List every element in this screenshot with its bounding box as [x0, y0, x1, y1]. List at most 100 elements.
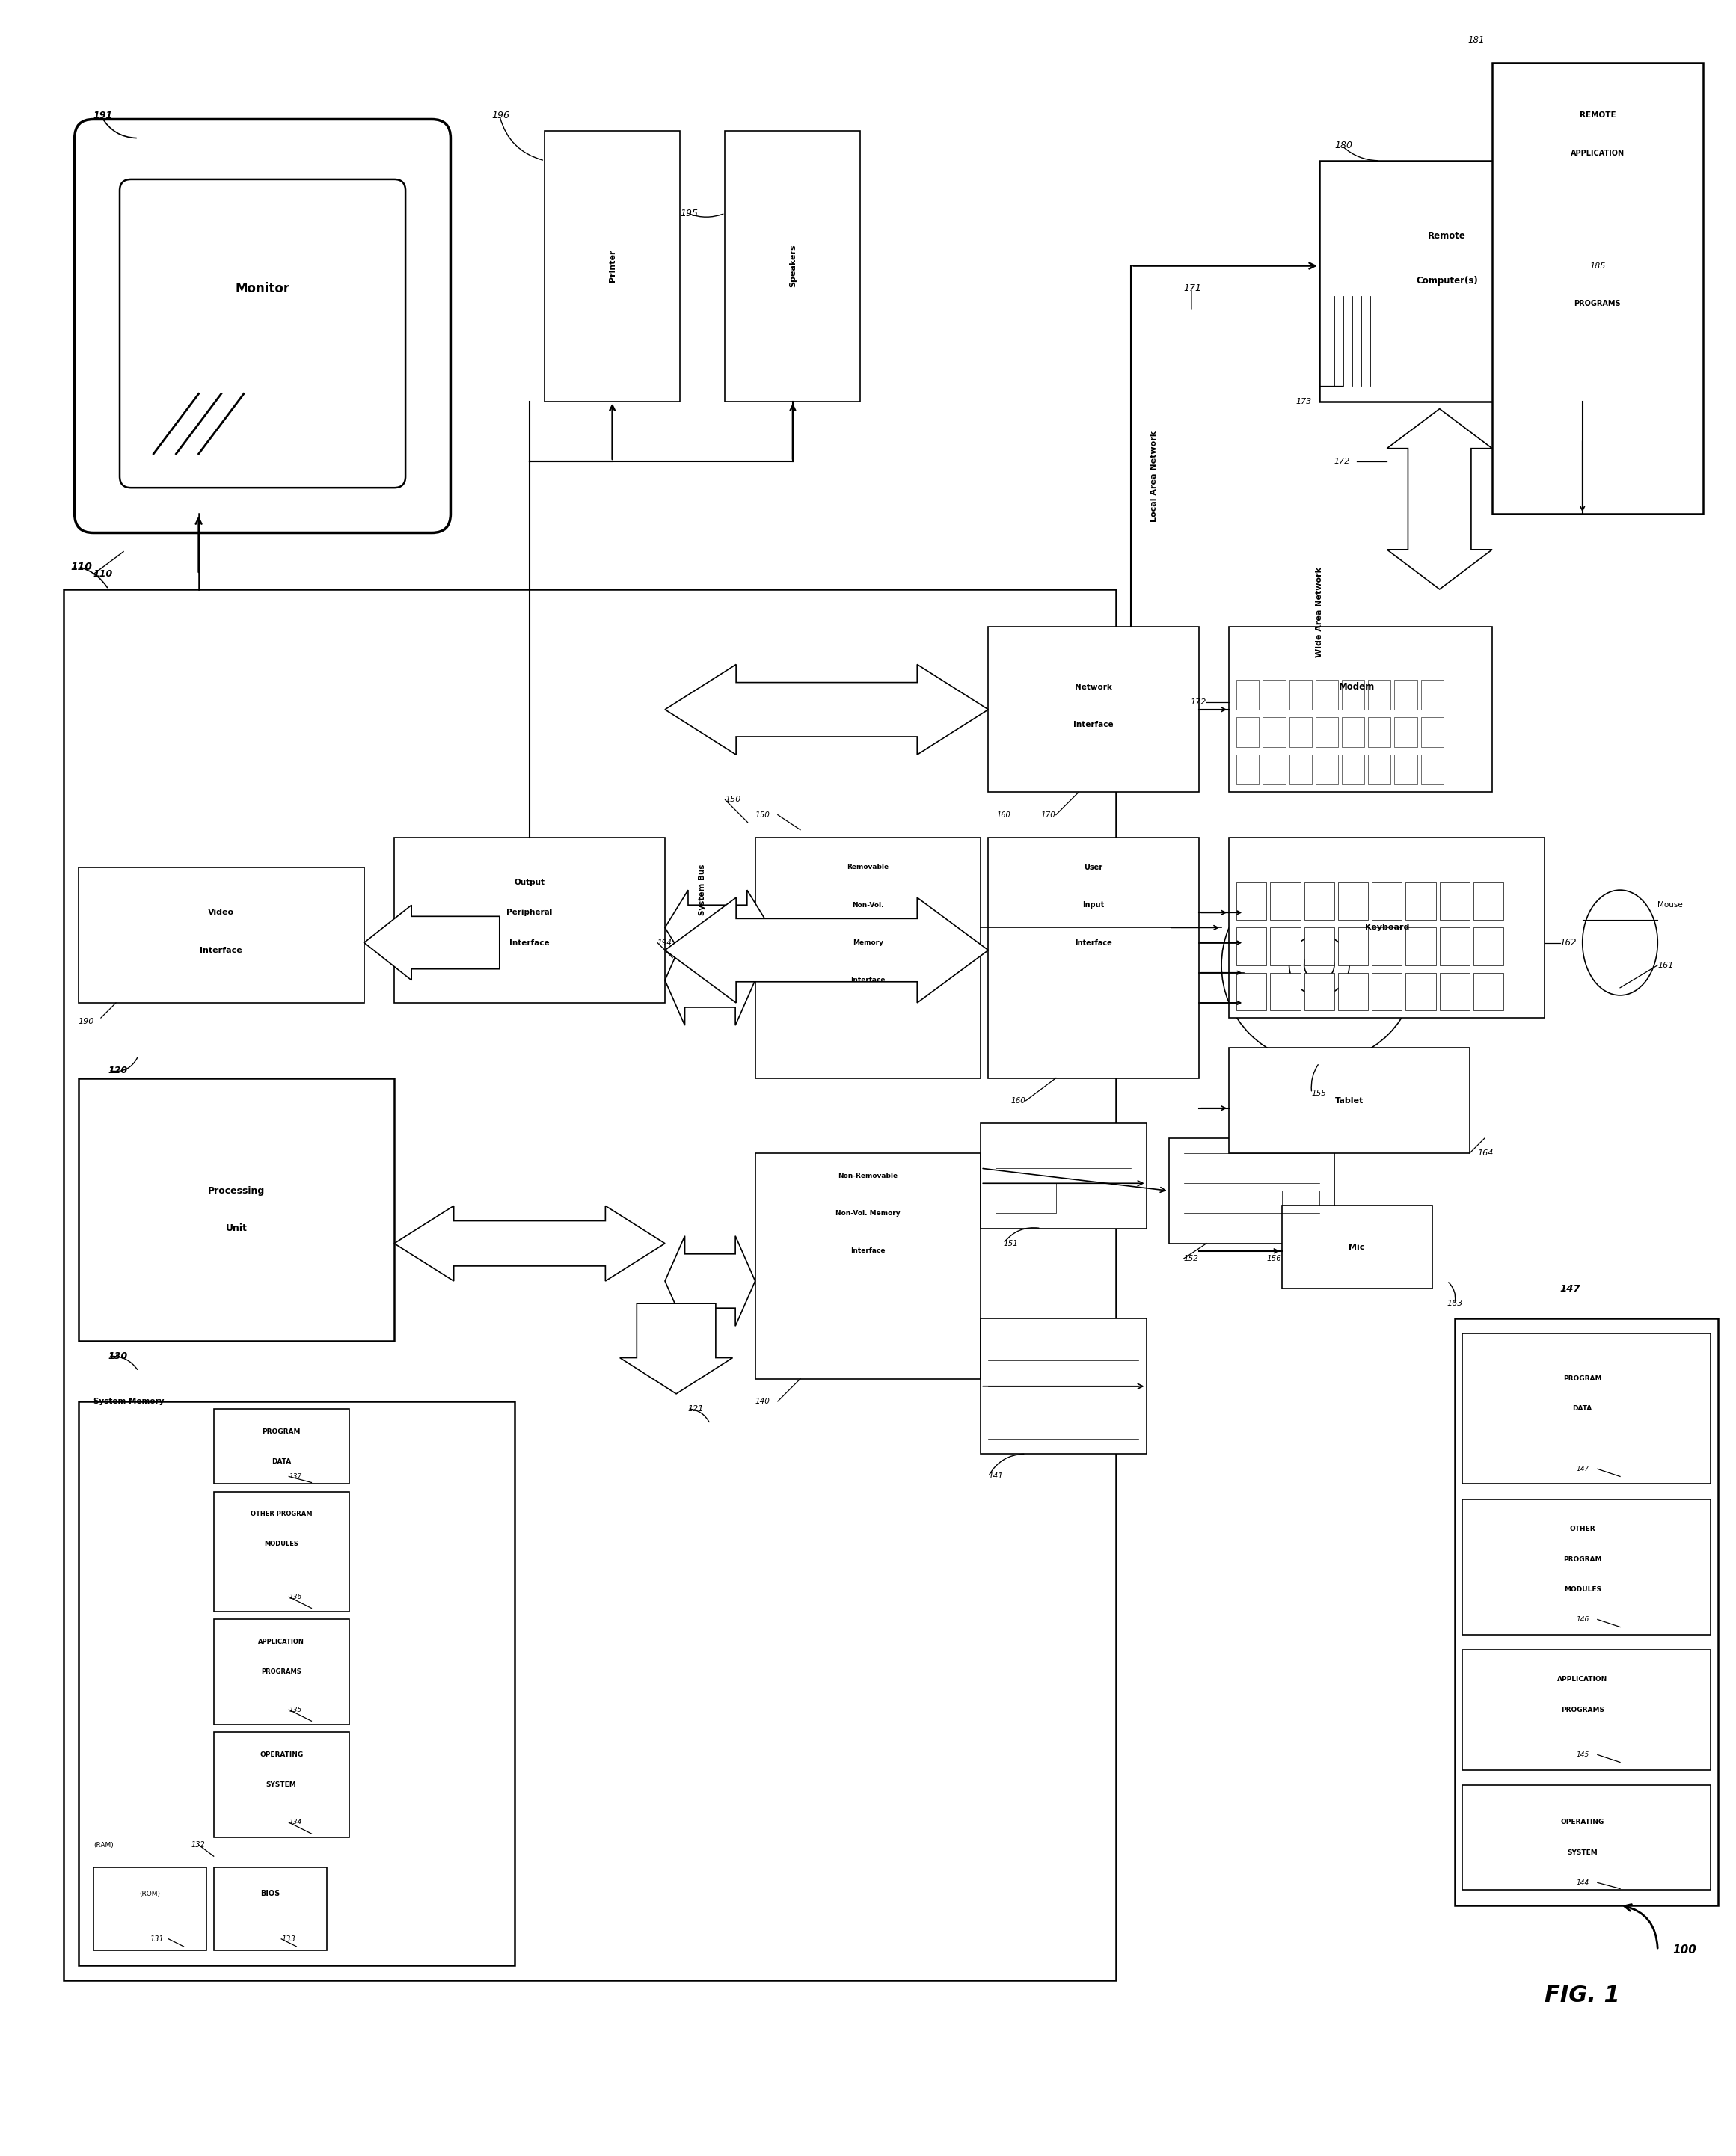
Bar: [1236, 755, 1259, 785]
Text: OPERATING: OPERATING: [260, 1751, 304, 1757]
Bar: [1290, 755, 1312, 785]
Bar: [1368, 755, 1391, 785]
Text: Input: Input: [1083, 901, 1104, 910]
Bar: [62, 589, 1116, 1981]
Bar: [1420, 679, 1443, 709]
Polygon shape: [394, 1205, 665, 1281]
Bar: [1262, 755, 1285, 785]
Text: Non-Removable: Non-Removable: [838, 1173, 898, 1179]
Text: OTHER PROGRAM: OTHER PROGRAM: [250, 1511, 312, 1518]
Text: Mouse: Mouse: [1658, 901, 1682, 910]
Bar: [214, 1619, 349, 1725]
Bar: [726, 132, 861, 401]
Text: 145: 145: [1576, 1751, 1588, 1757]
Bar: [1342, 755, 1364, 785]
Text: 161: 161: [1658, 962, 1674, 968]
Bar: [1406, 972, 1436, 1011]
Bar: [1271, 972, 1300, 1011]
Bar: [545, 132, 681, 401]
Text: 141: 141: [988, 1473, 1003, 1481]
Bar: [1439, 927, 1470, 966]
Bar: [1304, 882, 1335, 921]
FancyBboxPatch shape: [120, 179, 406, 487]
Text: 110: 110: [94, 569, 113, 580]
Text: Output: Output: [514, 880, 545, 886]
Bar: [1236, 882, 1267, 921]
Bar: [1236, 679, 1259, 709]
Text: 134: 134: [288, 1820, 302, 1826]
Bar: [1406, 927, 1436, 966]
Text: Remote: Remote: [1429, 231, 1467, 241]
Text: PROGRAMS: PROGRAMS: [1561, 1705, 1604, 1714]
Text: PROGRAM: PROGRAM: [1562, 1376, 1602, 1382]
Text: Unit: Unit: [226, 1222, 247, 1233]
Bar: [78, 867, 365, 1003]
Bar: [1236, 927, 1267, 966]
Text: 131: 131: [149, 1936, 163, 1943]
Text: Keyboard: Keyboard: [1364, 925, 1410, 931]
Bar: [1420, 718, 1443, 748]
Bar: [1342, 679, 1364, 709]
Bar: [1281, 1205, 1432, 1289]
Text: 150: 150: [755, 811, 771, 819]
Text: MODULES: MODULES: [1564, 1587, 1601, 1593]
Bar: [1236, 972, 1267, 1011]
Text: 194: 194: [658, 938, 672, 946]
Text: 120: 120: [108, 1065, 128, 1076]
Text: Computer(s): Computer(s): [1417, 276, 1477, 287]
Text: 185: 185: [1590, 263, 1606, 270]
Bar: [755, 837, 981, 1078]
Bar: [1462, 1785, 1710, 1891]
Text: 156: 156: [1267, 1255, 1281, 1261]
Bar: [755, 1153, 981, 1380]
Text: Interface: Interface: [1075, 938, 1113, 946]
Polygon shape: [665, 1235, 755, 1326]
Text: PROGRAMS: PROGRAMS: [1575, 300, 1621, 308]
Bar: [1236, 718, 1259, 748]
Text: Monitor: Monitor: [236, 282, 290, 295]
Bar: [981, 1123, 1146, 1229]
Text: Interface: Interface: [851, 977, 885, 983]
Text: REMOTE: REMOTE: [1580, 112, 1616, 119]
Bar: [1406, 882, 1436, 921]
Text: Interface: Interface: [200, 946, 243, 953]
Text: Speakers: Speakers: [790, 244, 797, 287]
Bar: [1338, 927, 1368, 966]
Text: 195: 195: [681, 209, 698, 218]
Text: BIOS: BIOS: [260, 1891, 279, 1897]
Text: Tablet: Tablet: [1335, 1097, 1364, 1104]
Text: DATA: DATA: [271, 1457, 292, 1464]
Text: 110: 110: [71, 561, 92, 571]
Text: Peripheral: Peripheral: [507, 910, 552, 916]
Text: System Memory: System Memory: [94, 1397, 163, 1406]
Text: Wide Area Network: Wide Area Network: [1316, 567, 1323, 658]
Text: 147: 147: [1561, 1283, 1581, 1294]
Text: User: User: [1085, 865, 1102, 871]
Text: Interface: Interface: [1073, 720, 1115, 729]
Bar: [988, 627, 1200, 791]
Text: SYSTEM: SYSTEM: [266, 1781, 297, 1787]
Polygon shape: [665, 936, 755, 1026]
Bar: [1316, 755, 1338, 785]
Text: FIG. 1: FIG. 1: [1545, 1984, 1620, 2007]
Bar: [1316, 679, 1338, 709]
Text: SYSTEM: SYSTEM: [1568, 1850, 1597, 1856]
Bar: [1439, 972, 1470, 1011]
Text: Non-Vol.: Non-Vol.: [852, 901, 884, 908]
Text: Interface: Interface: [509, 938, 550, 946]
Text: 137: 137: [288, 1473, 302, 1479]
Text: Modem: Modem: [1338, 681, 1375, 692]
Bar: [1229, 1048, 1470, 1153]
Text: 133: 133: [281, 1936, 295, 1943]
Text: 171: 171: [1184, 285, 1201, 293]
Bar: [1304, 972, 1335, 1011]
Text: OPERATING: OPERATING: [1561, 1820, 1604, 1826]
Bar: [1474, 882, 1503, 921]
Bar: [214, 1867, 326, 1951]
Bar: [1462, 1649, 1710, 1770]
Text: 155: 155: [1312, 1089, 1326, 1097]
Bar: [1316, 718, 1338, 748]
Text: 164: 164: [1477, 1149, 1493, 1158]
Text: APPLICATION: APPLICATION: [1571, 149, 1625, 157]
Text: 160: 160: [996, 811, 1010, 819]
